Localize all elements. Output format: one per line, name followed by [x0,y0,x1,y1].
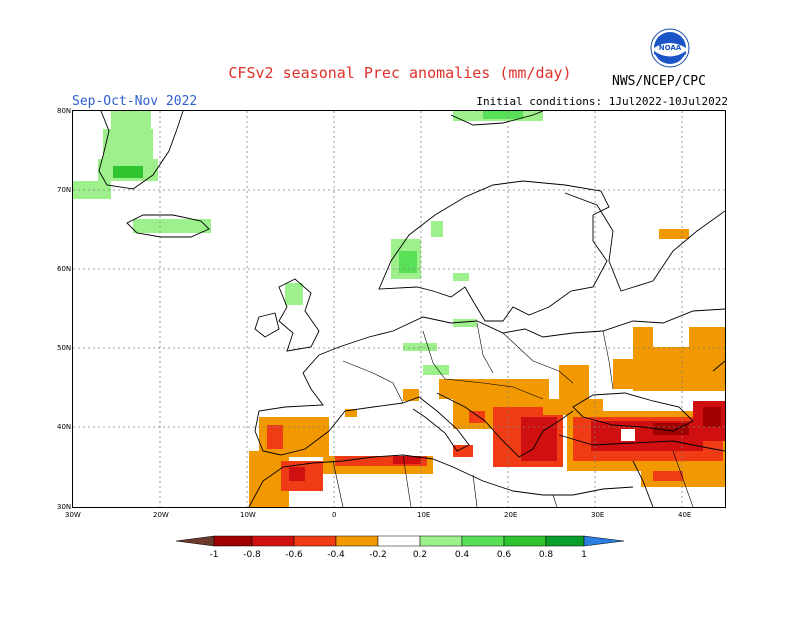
legend-tick-label: 0.8 [539,550,554,560]
map-panel: 80N 70N 60N 50N 40N 30N 30W 20W 10W 0 10… [57,107,726,519]
initial-conditions-label: Initial conditions: 1Jul2022-10Jul2022 [476,95,728,108]
legend-arrow-right [583,535,625,547]
color-legend: -1 -0.8 -0.6 -0.4 -0.2 0.2 0.4 0.6 0.8 1 [175,535,625,560]
legend-tick-label: -0.8 [243,550,261,560]
y-tick-label: 50N [57,344,72,352]
x-tick-label: 10W [240,511,256,519]
legend-tick-label: 1 [581,550,587,560]
noaa-logo-icon: NOAA [650,28,690,68]
legend-swatch [251,535,295,547]
legend-swatch [503,535,547,547]
anomaly-cells [73,111,725,507]
x-tick-label: 20W [153,511,169,519]
y-tick-label: 80N [57,107,72,115]
agency-label: NWS/NCEP/CPC [612,74,706,89]
y-tick-label: 60N [57,265,72,273]
legend-swatch [419,535,463,547]
x-tick-label: 20E [504,511,518,519]
x-tick-label: 10E [417,511,431,519]
x-tick-label: 0 [332,511,337,519]
legend-tick-label: 0.4 [455,550,470,560]
graticule [73,111,725,507]
legend-swatch [545,535,585,547]
map-title: CFSv2 seasonal Prec anomalies (mm/day) [228,64,572,82]
legend-tick-label: 0.2 [413,550,427,560]
legend-arrow-left [175,535,215,547]
legend-swatch [377,535,421,547]
y-tick-label: 30N [57,503,72,511]
y-tick-label: 40N [57,423,72,431]
legend-swatch [293,535,337,547]
coastlines [98,110,726,508]
x-tick-label: 30E [591,511,605,519]
legend-tick-label: -0.6 [285,550,303,560]
y-tick-label: 70N [57,186,72,194]
x-tick-label: 40E [678,511,692,519]
legend-tick-label: -1 [210,550,219,560]
season-label: Sep-Oct-Nov 2022 [72,94,198,109]
logo-text: NOAA [659,44,682,52]
legend-tick-label: -0.2 [369,550,387,560]
x-tick-label: 30W [65,511,81,519]
legend-swatch [461,535,505,547]
legend-swatch [213,535,253,547]
legend-tick-label: -0.4 [327,550,345,560]
map-canvas [73,110,726,508]
legend-tick-label: 0.6 [497,550,512,560]
legend-swatch [335,535,379,547]
